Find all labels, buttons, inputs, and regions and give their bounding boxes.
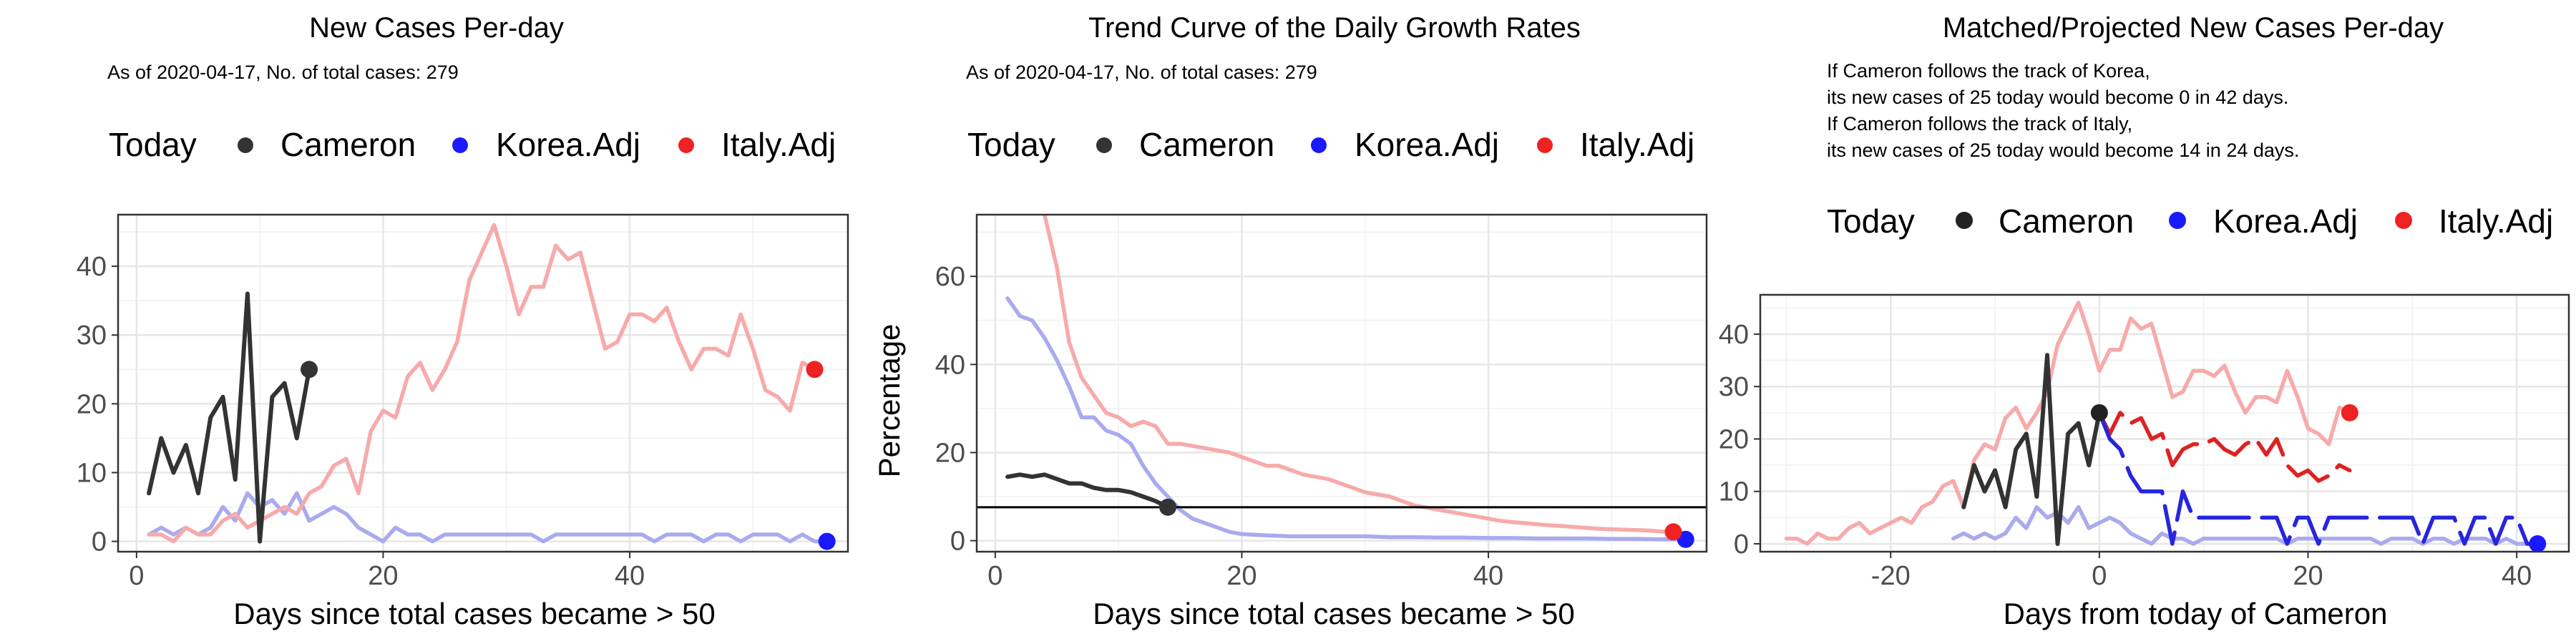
legend-today-dot [1956,212,1973,229]
point-italy [1664,523,1682,541]
plot-area: 0 20 40 0 10 20 30 40 [77,213,849,591]
legend-korea-label: Korea.Adj [496,126,640,163]
y-tick-label: 40 [935,350,965,380]
y-tick-label: 30 [1719,372,1749,402]
y-tick-label: 10 [1719,477,1749,507]
x-tick-label: -20 [1871,561,1911,591]
series-line-cameron [1005,472,1171,509]
plot-area: 0 20 40 0 20 40 60 [935,213,1708,591]
y-axis-label: Percentage [872,324,906,478]
legend-italy-dot [2395,212,2412,229]
series-line-korea [147,491,829,544]
series-group [147,223,829,544]
y-tick-label: 20 [77,389,107,419]
legend-korea-dot [1311,137,1327,153]
legend: Today Cameron Korea.Adj Italy.Adj [967,126,1694,163]
panel-border [975,213,1708,553]
legend-today-label: Today [109,126,197,163]
legend-italy-dot [1537,137,1553,153]
x-tick-label: 0 [2092,561,2107,591]
legend-italy-label: Italy.Adj [2439,203,2553,240]
point-korea [2529,535,2547,553]
series-line-italy [1043,215,1676,535]
point-cameron [1159,498,1177,516]
plot-area: -20 0 20 40 0 10 20 30 40 [1719,293,2570,591]
subtitle-line: If Cameron follows the track of Korea, [1827,60,2150,82]
x-tick-label: 40 [615,561,645,591]
legend-cameron-label: Cameron [1139,126,1274,163]
series-line-cameron [147,291,312,544]
legend-cameron-label: Cameron [280,126,416,163]
legend: Today Cameron Korea.Adj Italy.Adj [1827,203,2553,240]
legend-korea-dot [452,137,468,153]
series-line-italy-proj [2097,411,2352,483]
panel-projected-cases: Matched/Projected New Cases Per-day If C… [1719,12,2570,630]
y-tick-label: 20 [1719,424,1749,454]
legend-cameron-dot [1096,137,1112,153]
panel-new-cases: New Cases Per-day As of 2020-04-17, No. … [77,12,849,630]
chart-title: New Cases Per-day [309,12,564,44]
series-line-italy [1784,301,2352,546]
series-line-korea-proj [2097,411,2540,546]
legend-korea-label: Korea.Adj [1355,126,1499,163]
series-group [1784,301,2540,546]
legend-italy-dot [678,137,694,153]
series-group [1005,215,1688,542]
chart-subtitle: As of 2020-04-17, No. of total cases: 27… [966,62,1317,83]
legend: Today Cameron Korea.Adj Italy.Adj [109,126,836,163]
y-tick-label: 40 [1719,320,1749,350]
legend-korea-dot [2169,212,2186,229]
x-tick-label: 0 [987,561,1002,591]
y-tick-label: 0 [1734,530,1749,560]
point-italy [2341,404,2358,421]
x-tick-label: 40 [1473,561,1503,591]
y-tick-label: 40 [77,252,107,282]
y-tick-label: 30 [77,321,107,351]
subtitle-line: its new cases of 25 today would become 1… [1827,140,2299,161]
x-tick-label: 20 [368,561,398,591]
legend-korea-label: Korea.Adj [2213,203,2358,240]
y-tick-label: 10 [77,458,107,488]
series-line-korea [1951,504,2540,546]
chart-title: Trend Curve of the Daily Growth Rates [1088,12,1581,44]
panel-border [117,213,849,553]
x-tick-label: 40 [2502,561,2532,591]
legend-today-label: Today [1827,203,1915,240]
legend-cameron-dot [238,137,253,153]
legend-italy-label: Italy.Adj [721,126,836,163]
panel-growth-rates: Trend Curve of the Daily Growth Rates As… [872,12,1708,630]
point-korea [818,532,836,550]
legend-today-label: Today [967,126,1055,163]
chart-title: Matched/Projected New Cases Per-day [1943,12,2444,44]
legend-cameron-label: Cameron [1999,203,2134,240]
chart-subtitle: As of 2020-04-17, No. of total cases: 27… [107,62,459,83]
subtitle-line: If Cameron follows the track of Italy, [1827,113,2132,135]
y-tick-label: 60 [935,262,965,292]
y-tick-label: 20 [935,438,965,468]
y-tick-label: 0 [950,527,965,557]
point-cameron [301,361,318,379]
series-line-cameron [1961,353,2102,546]
legend-italy-label: Italy.Adj [1580,126,1694,163]
point-today [2090,404,2108,421]
subtitle-line: its new cases of 25 today would become 0… [1827,87,2288,108]
x-tick-label: 20 [1226,561,1257,591]
y-tick-label: 0 [92,527,107,557]
point-italy [806,361,824,379]
x-axis-label: Days since total cases became > 50 [233,597,716,630]
x-axis-label: Days since total cases became > 50 [1093,597,1575,630]
series-line-korea [1005,296,1688,542]
x-axis-label: Days from today of Cameron [2004,597,2388,630]
point-korea [1677,530,1694,548]
panel-border [1759,293,2570,553]
x-tick-label: 20 [2293,561,2323,591]
x-tick-label: 0 [129,561,144,591]
